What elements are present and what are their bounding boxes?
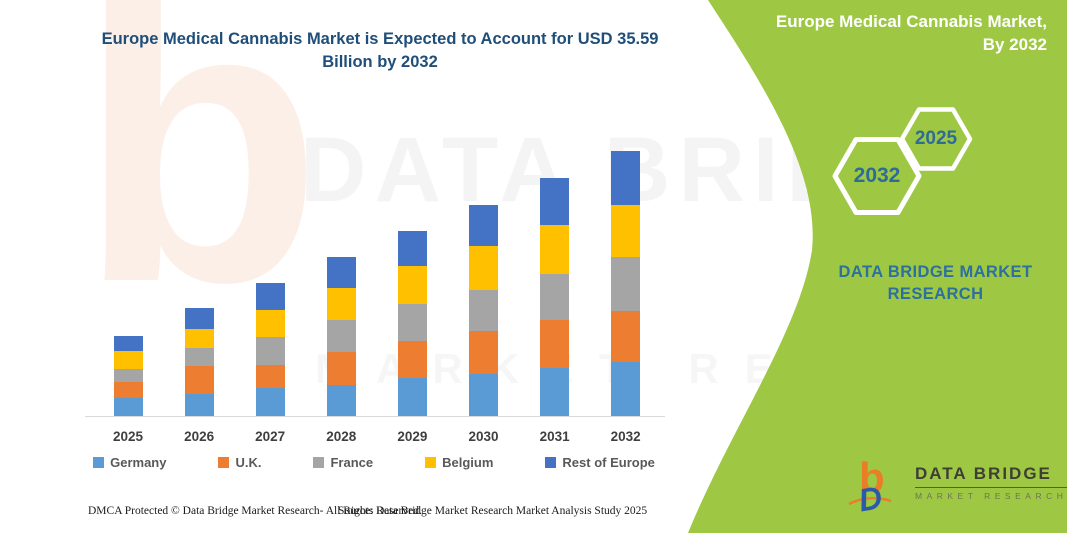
bar-segment-2029-france	[397, 303, 427, 341]
bar-segment-2027-u-k-	[255, 364, 285, 389]
x-axis-label-2032: 2032	[610, 429, 641, 444]
bar-2025	[113, 335, 143, 416]
footer-copyright: DMCA Protected © Data Bridge Market Rese…	[88, 505, 422, 517]
bar-segment-2029-germany	[397, 378, 427, 416]
bar-chart: 2025 2026 2027 2028 2029 2030 2031 2032	[85, 151, 665, 444]
bar-segment-2030-rest-of-europe	[469, 204, 498, 247]
bar-segment-2032-belgium	[611, 204, 641, 257]
bar-segment-2031-france	[540, 273, 570, 320]
legend-label: Germany	[110, 455, 167, 470]
bar-2026	[184, 308, 214, 416]
legend-item-u-k-: U.K.	[218, 455, 261, 470]
x-axis-label-2027: 2027	[255, 429, 286, 444]
bar-segment-2026-rest-of-europe	[184, 308, 214, 329]
x-axis-line	[85, 416, 665, 417]
bar-segment-2032-rest-of-europe	[611, 151, 641, 205]
legend-item-rest-of-europe: Rest of Europe	[545, 455, 655, 470]
bar-segment-2027-rest-of-europe	[255, 282, 285, 311]
brand-wordmark: DATA BRIDGE MARKET RESEARCH	[808, 261, 1063, 306]
dbmr-logo-icon: b D	[848, 454, 892, 514]
bar-segment-2030-belgium	[469, 246, 498, 291]
legend-swatch-icon	[313, 457, 325, 468]
bar-2031	[540, 177, 570, 416]
hexagon-2032-label: 2032	[853, 164, 901, 187]
legend-label: Rest of Europe	[562, 455, 655, 470]
dbmr-logo: b D DATA BRIDGE MARKET RESEARCH	[845, 452, 1067, 514]
bar-segment-2031-rest-of-europe	[540, 177, 570, 225]
bar-segment-2025-germany	[113, 398, 143, 416]
panel-heading: Europe Medical Cannabis Market, By 2032	[775, 12, 1047, 54]
bar-segment-2026-u-k-	[184, 366, 214, 394]
chart-legend: Germany U.K. France Belgium Rest of Europe	[85, 455, 663, 470]
bar-segment-2027-france	[255, 337, 285, 365]
legend-swatch-icon	[218, 457, 230, 468]
bar-2027	[255, 282, 285, 416]
legend-swatch-icon	[545, 457, 557, 468]
bar-segment-2028-u-k-	[326, 352, 356, 386]
logo-name: DATA BRIDGE	[915, 464, 1067, 488]
bar-2030	[469, 204, 498, 416]
legend-item-belgium: Belgium	[425, 455, 493, 470]
hexagon-2032-icon	[832, 137, 922, 215]
bar-segment-2028-germany	[326, 385, 356, 416]
bar-segment-2029-rest-of-europe	[397, 231, 427, 267]
bar-segment-2025-belgium	[113, 351, 143, 370]
chart-title: Europe Medical Cannabis Market is Expect…	[101, 30, 659, 72]
x-axis-label-2025: 2025	[112, 429, 144, 444]
bar-segment-2030-germany	[469, 373, 498, 416]
bar-segment-2032-u-k-	[611, 311, 641, 363]
bar-segment-2031-germany	[540, 367, 570, 416]
bar-segment-2025-u-k-	[113, 381, 143, 399]
bar-segment-2025-rest-of-europe	[113, 335, 143, 352]
bar-segment-2029-u-k-	[397, 340, 427, 379]
svg-text:b: b	[859, 454, 885, 501]
bar-segment-2028-rest-of-europe	[326, 256, 356, 288]
bar-segment-2027-germany	[255, 388, 285, 416]
legend-swatch-icon	[425, 457, 437, 468]
bar-segment-2031-belgium	[540, 224, 570, 274]
x-axis-label-2029: 2029	[397, 429, 428, 444]
bar-segment-2030-u-k-	[469, 331, 498, 374]
bar-segment-2032-germany	[611, 362, 641, 416]
footer-source: Source: Data Bridge Market Research Mark…	[338, 505, 648, 517]
logo-subtitle: MARKET RESEARCH	[915, 491, 1067, 501]
bar-segment-2027-belgium	[255, 310, 285, 338]
green-panel-shape	[688, 0, 1067, 533]
hexagon-2025-icon	[899, 107, 973, 171]
bar-segment-2032-france	[611, 256, 641, 312]
bar-segment-2028-belgium	[326, 288, 356, 320]
legend-item-france: France	[313, 455, 373, 470]
bar-segment-2028-france	[326, 320, 356, 352]
legend-item-germany: Germany	[93, 455, 166, 470]
bar-segment-2029-belgium	[397, 266, 427, 304]
bar-segment-2030-france	[469, 290, 498, 332]
x-axis-label-2031: 2031	[539, 429, 570, 444]
brand-wordmark-line1: DATA BRIDGE MARKET	[838, 263, 1033, 281]
hexagon-2025-label: 2025	[914, 128, 958, 149]
bar-segment-2026-belgium	[184, 328, 214, 348]
legend-label: France	[330, 455, 374, 470]
bar-segment-2026-france	[184, 347, 214, 367]
bar-2032	[611, 151, 641, 416]
legend-label: U.K.	[235, 455, 262, 470]
x-axis-label-2028: 2028	[326, 429, 357, 444]
legend-label: Belgium	[442, 455, 494, 470]
bar-2029	[397, 231, 427, 416]
brand-wordmark-line2: RESEARCH	[887, 285, 984, 304]
x-axis-label-2026: 2026	[184, 429, 215, 444]
x-axis-label-2030: 2030	[468, 429, 499, 444]
bar-segment-2025-france	[113, 369, 143, 382]
bar-segment-2031-u-k-	[540, 320, 570, 368]
bar-segment-2026-germany	[184, 393, 214, 416]
legend-swatch-icon	[93, 457, 105, 468]
bar-2028	[326, 256, 356, 416]
